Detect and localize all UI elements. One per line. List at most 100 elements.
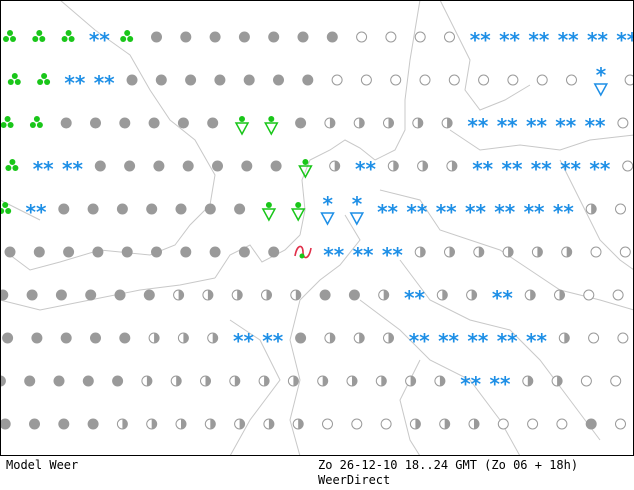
- drizzle-symbol: [32, 30, 46, 42]
- clear-symbol: [507, 74, 519, 86]
- clear-symbol: [619, 246, 631, 258]
- svg-text:**: **: [62, 157, 83, 181]
- snow-symbol: **: [406, 200, 427, 224]
- svg-text:**: **: [467, 114, 488, 138]
- snow-symbol: **: [64, 71, 85, 95]
- svg-text:**: **: [553, 200, 574, 224]
- overcast-symbol: [92, 246, 104, 258]
- overcast-symbol: [270, 160, 282, 172]
- svg-text:**: **: [33, 157, 54, 181]
- clear-symbol: [478, 74, 490, 86]
- partly-cloudy-symbol: [561, 246, 573, 258]
- freezing-symbol: [294, 245, 312, 259]
- svg-text:*: *: [323, 192, 334, 216]
- overcast-symbol: [180, 31, 192, 43]
- overcast-symbol: [119, 117, 131, 129]
- overcast-symbol: [148, 117, 160, 129]
- partly-cloudy-symbol: [290, 289, 302, 301]
- snow-symbol: **: [589, 157, 610, 181]
- svg-text:**: **: [585, 114, 606, 138]
- svg-text:**: **: [89, 28, 110, 52]
- overcast-symbol: [116, 203, 128, 215]
- drizzle-symbol: [5, 159, 19, 171]
- svg-text:**: **: [526, 114, 547, 138]
- partly-cloudy-symbol: [473, 246, 485, 258]
- clear-symbol: [588, 332, 600, 344]
- snow-symbol: **: [502, 157, 523, 181]
- partly-cloudy-symbol: [436, 289, 448, 301]
- overcast-symbol: [90, 117, 101, 129]
- partly-cloudy-symbol: [417, 160, 429, 172]
- coast-germany: [374, 0, 421, 161]
- svg-text:**: **: [233, 329, 254, 353]
- snow-symbol: **: [89, 28, 110, 52]
- overcast-symbol: [55, 289, 67, 301]
- drizzle-symbol: [7, 73, 21, 85]
- snow-symbol: **: [94, 71, 115, 95]
- clear-symbol: [615, 418, 626, 430]
- drizzle-symbol: [37, 73, 51, 85]
- snow-symbol: **: [404, 286, 425, 310]
- partly-cloudy-symbol: [177, 332, 189, 344]
- svg-text:**: **: [492, 286, 513, 310]
- snow-symbol: **: [355, 157, 376, 181]
- drizzle-symbol: [61, 30, 75, 42]
- svg-text:**: **: [262, 329, 283, 353]
- svg-text:**: **: [467, 329, 488, 353]
- coast-baltic: [449, 129, 634, 151]
- overcast-symbol: [326, 31, 338, 43]
- svg-text:**: **: [472, 157, 493, 181]
- drizzle-symbol: [0, 202, 12, 214]
- snow-symbol: **: [524, 200, 545, 224]
- snow-symbol: **: [531, 157, 552, 181]
- overcast-symbol: [26, 289, 38, 301]
- overcast-symbol: [295, 332, 307, 344]
- svg-text:**: **: [490, 372, 511, 396]
- partly-cloudy-symbol: [258, 375, 270, 387]
- snow-symbol: **: [494, 200, 515, 224]
- svg-text:**: **: [94, 71, 115, 95]
- overcast-symbol: [90, 332, 101, 344]
- clear-symbol: [617, 117, 629, 129]
- overcast-symbol: [175, 203, 187, 215]
- overcast-symbol: [60, 117, 72, 129]
- overcast-symbol: [124, 160, 136, 172]
- partly-cloudy-symbol: [175, 418, 187, 430]
- drizzle-symbol: [0, 116, 14, 128]
- snow-shower-symbol: *: [320, 192, 335, 226]
- overcast-symbol: [4, 246, 16, 258]
- snow-symbol: **: [436, 200, 457, 224]
- rain-shower-symbol: [290, 202, 306, 222]
- overcast-symbol: [348, 289, 360, 301]
- overcast-symbol: [58, 418, 70, 430]
- overcast-symbol: [204, 203, 216, 215]
- forecast-timestamp: Zo 26-12-10 18..24 GMT (Zo 06 + 18h): [318, 458, 579, 472]
- drizzle-symbol: [29, 116, 43, 128]
- clear-symbol: [331, 74, 343, 86]
- overcast-symbol: [207, 117, 219, 129]
- partly-cloudy-symbol: [141, 375, 153, 387]
- overcast-symbol: [112, 375, 124, 387]
- partly-cloudy-symbol: [466, 289, 478, 301]
- partly-cloudy-symbol: [439, 418, 451, 430]
- partly-cloudy-symbol: [441, 117, 453, 129]
- snow-symbol: **: [438, 329, 459, 353]
- snow-symbol: **: [460, 372, 481, 396]
- overcast-symbol: [243, 74, 255, 86]
- overcast-symbol: [126, 74, 138, 86]
- partly-cloudy-symbol: [146, 418, 158, 430]
- partly-cloudy-symbol: [229, 375, 241, 387]
- rain-shower-symbol: [234, 116, 250, 136]
- partly-cloudy-symbol: [524, 289, 536, 301]
- partly-cloudy-symbol: [234, 418, 246, 430]
- svg-text:**: **: [555, 114, 576, 138]
- border-5: [229, 319, 281, 456]
- clear-symbol: [414, 31, 426, 43]
- partly-cloudy-symbol: [204, 418, 216, 430]
- coast-low-countries: [299, 139, 376, 236]
- overcast-symbol: [114, 289, 126, 301]
- overcast-symbol: [0, 289, 9, 301]
- partly-cloudy-symbol: [383, 117, 394, 129]
- clear-symbol: [610, 375, 622, 387]
- snow-symbol: **: [555, 114, 576, 138]
